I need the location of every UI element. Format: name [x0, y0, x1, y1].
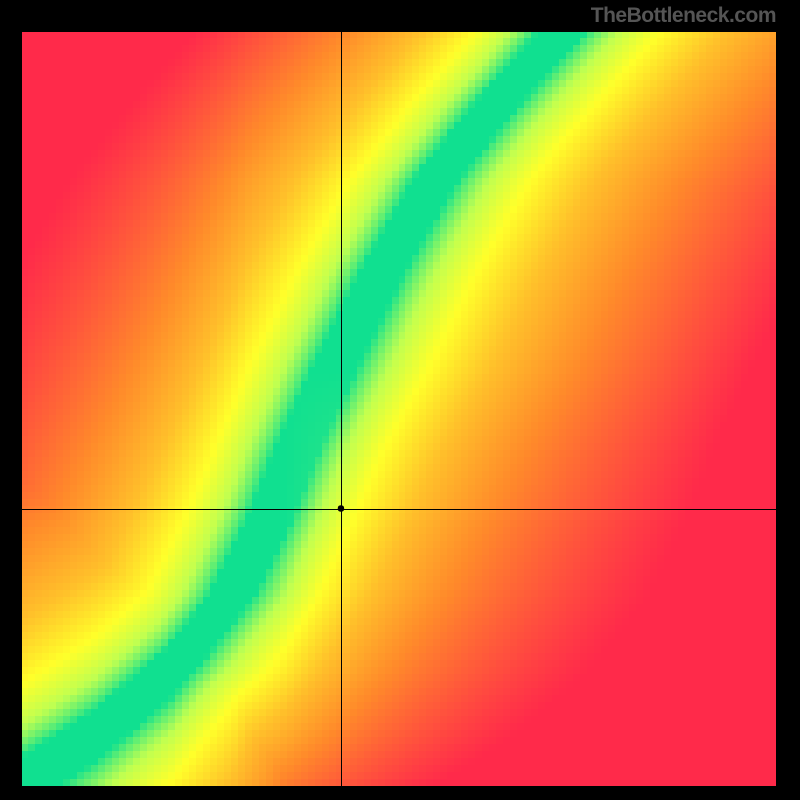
watermark-text: TheBottleneck.com — [591, 4, 776, 28]
bottleneck-heatmap — [22, 32, 776, 786]
chart-container: TheBottleneck.com — [0, 0, 800, 800]
